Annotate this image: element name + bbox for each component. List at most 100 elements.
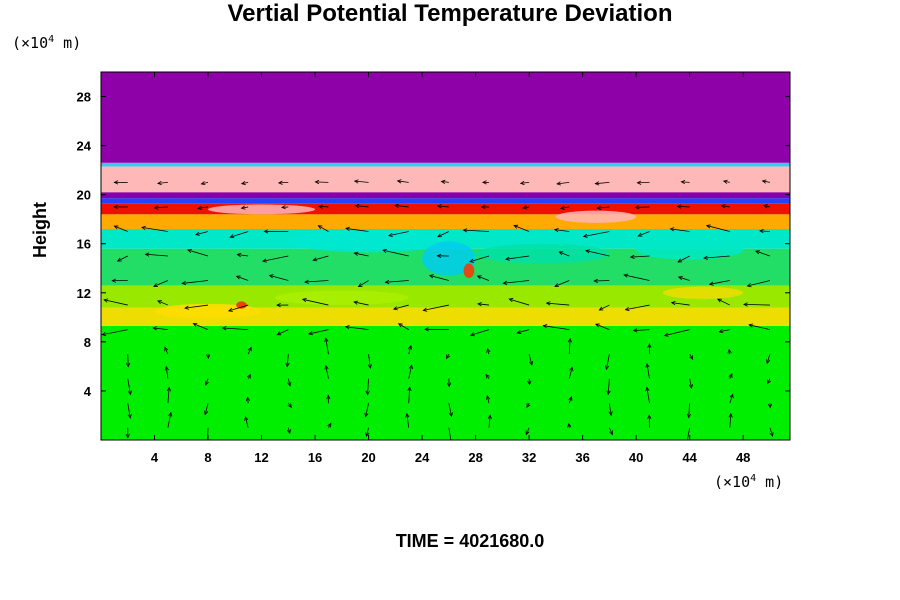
wind-vector — [127, 403, 132, 419]
wind-vector — [585, 249, 610, 257]
x-unit-label: (×104 m) — [714, 473, 784, 491]
wind-vector — [285, 354, 290, 368]
wind-vector — [424, 327, 449, 332]
wind-vector — [670, 300, 690, 306]
y-tick-label: 24 — [77, 139, 92, 154]
wind-vector — [624, 304, 650, 312]
wind-vector — [397, 323, 409, 330]
wind-vector — [436, 253, 449, 258]
wind-vector — [166, 386, 171, 404]
wind-vector — [728, 373, 733, 379]
wind-vector — [408, 364, 413, 379]
wind-vector — [326, 394, 331, 404]
x-tick-label: 8 — [204, 450, 211, 465]
wind-vector — [685, 427, 691, 440]
wind-vector — [365, 378, 370, 396]
wind-vector — [287, 402, 292, 409]
field-layer-8 — [101, 192, 790, 199]
x-tick-label: 40 — [629, 450, 643, 465]
wind-vector — [476, 275, 490, 281]
wind-vector — [645, 363, 650, 379]
wind-vector — [422, 304, 449, 312]
wind-vector — [387, 231, 409, 237]
y-tick-label: 28 — [77, 90, 91, 105]
wind-vector — [364, 403, 369, 418]
wind-vector — [184, 304, 209, 310]
wind-vector — [405, 412, 410, 428]
wind-vector — [407, 386, 412, 404]
wind-vector — [393, 203, 409, 208]
wind-vector — [608, 403, 613, 417]
wind-vector — [244, 415, 249, 428]
wind-vector — [485, 373, 490, 379]
wind-vector — [469, 255, 490, 263]
wind-vector — [688, 378, 693, 390]
field-blob-6 — [236, 301, 247, 309]
wind-vector — [286, 427, 291, 435]
wind-vector — [448, 403, 453, 418]
wind-vector — [382, 248, 409, 257]
wind-vector — [392, 304, 409, 311]
field-blob-8 — [555, 210, 637, 223]
wind-vector — [761, 179, 771, 184]
time-label: TIME = 4021680.0 — [395, 531, 545, 551]
wind-vector — [192, 322, 209, 330]
wind-vector — [240, 180, 249, 186]
x-tick-label: 28 — [468, 450, 482, 465]
wind-vector — [519, 180, 530, 186]
wind-vector — [522, 205, 530, 210]
y-unit-label: (×104 m) — [12, 34, 82, 52]
wind-vector — [221, 326, 249, 331]
wind-vector — [287, 378, 292, 387]
wind-vector — [268, 274, 289, 281]
wind-vector — [164, 346, 169, 355]
wind-vector — [113, 204, 128, 210]
x-tick-label: 48 — [736, 450, 750, 465]
wind-vector — [437, 231, 450, 238]
y-tick-label: 8 — [84, 335, 91, 350]
wind-vector — [428, 274, 449, 281]
wind-vector — [245, 396, 251, 404]
wind-vector — [203, 403, 209, 416]
wind-vector — [204, 378, 209, 386]
wind-vector — [436, 204, 449, 209]
wind-vector — [345, 226, 369, 232]
wind-vector — [567, 337, 573, 355]
wind-vector — [606, 378, 611, 396]
wind-vector — [755, 250, 771, 257]
wind-vector — [127, 378, 132, 396]
wind-vector — [353, 179, 369, 184]
wind-vector — [526, 403, 531, 409]
y-tick-label: 20 — [77, 188, 91, 203]
wind-vector — [645, 386, 650, 404]
field-layer-7 — [101, 198, 790, 204]
wind-vector — [276, 329, 289, 336]
wind-vector — [605, 354, 610, 371]
field-blob-7 — [463, 263, 475, 279]
wind-vector — [594, 323, 610, 330]
wind-vector — [480, 204, 489, 210]
wind-vector — [276, 302, 289, 308]
wind-vector — [598, 304, 610, 311]
wind-vector — [669, 227, 690, 232]
wind-vector — [227, 304, 249, 312]
field-layer-1 — [101, 307, 790, 326]
wind-vector — [308, 329, 329, 336]
wind-vector — [525, 427, 530, 436]
wind-vector — [487, 414, 492, 428]
wind-vector — [317, 225, 329, 232]
x-tick-label: 32 — [522, 450, 536, 465]
wind-vector — [247, 346, 252, 355]
wind-vector — [647, 343, 652, 355]
field-layer-6 — [101, 203, 790, 215]
wind-vector — [197, 205, 209, 210]
wind-vector — [324, 337, 329, 355]
wind-vector — [125, 427, 130, 439]
wind-vector — [559, 205, 570, 210]
wind-vector — [554, 280, 570, 288]
wind-vector — [593, 278, 610, 283]
field-layer-11 — [101, 72, 790, 163]
wind-vector — [727, 348, 732, 355]
x-tick-label: 44 — [682, 450, 697, 465]
